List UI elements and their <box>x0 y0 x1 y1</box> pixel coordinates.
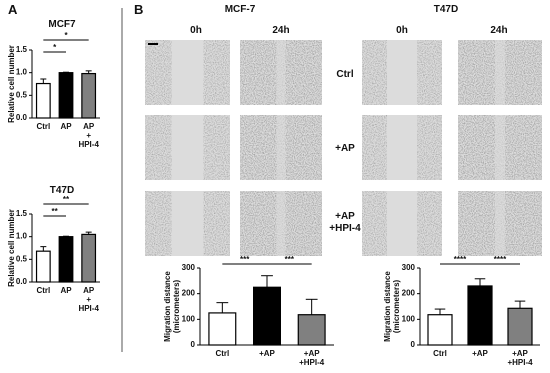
column-header: 0h <box>190 25 202 36</box>
y-tick-label: 100 <box>182 314 196 323</box>
bar <box>58 236 74 283</box>
cell-region <box>362 115 387 180</box>
y-tick-label: 0.5 <box>16 254 28 263</box>
y-tick-label: 1.0 <box>16 232 28 241</box>
row-label: +AP <box>335 143 355 154</box>
x-tick-label: +AP +HPI-4 <box>299 349 325 367</box>
x-tick-label: Ctrl <box>36 122 50 131</box>
cell-line-label: T47D <box>434 4 458 15</box>
row-label: +AP +HPI-4 <box>329 211 361 234</box>
column-header: 24h <box>490 25 507 36</box>
column-header: 0h <box>396 25 408 36</box>
bar <box>81 72 97 119</box>
significance-label: ** <box>52 207 59 216</box>
y-axis-label: Migration distance(micrometers) <box>163 271 181 342</box>
cell-region <box>417 40 442 105</box>
cell-region <box>145 191 172 256</box>
cell-region <box>458 115 542 180</box>
y-tick-label: 1.5 <box>16 209 28 218</box>
cell-region <box>240 191 322 256</box>
x-tick-label: AP <box>60 286 72 295</box>
cell-region <box>458 40 542 105</box>
y-tick-label: 0.0 <box>16 277 28 286</box>
cell-region <box>145 40 172 105</box>
cell-region <box>145 115 172 180</box>
bar <box>35 250 51 283</box>
y-axis-label: Relative cell number <box>7 45 16 123</box>
y-tick-label: 0 <box>411 340 416 349</box>
x-tick-label: +AP <box>259 349 275 358</box>
cell-line-label: MCF-7 <box>225 4 256 15</box>
y-tick-label: 200 <box>182 289 196 298</box>
panel-label: B <box>134 2 143 17</box>
y-tick-label: 100 <box>402 314 416 323</box>
x-tick-label: +AP +HPI-4 <box>507 349 533 367</box>
significance-label: **** <box>454 255 467 264</box>
significance-label: *** <box>285 255 295 264</box>
significance-label: *** <box>240 255 250 264</box>
bar <box>467 285 493 346</box>
row-label: Ctrl <box>336 69 353 80</box>
x-tick-label: AP <box>60 122 72 131</box>
bar <box>253 286 282 346</box>
y-tick-label: 300 <box>402 263 416 272</box>
cell-region <box>203 191 230 256</box>
chart-title: T47D <box>50 185 74 196</box>
x-tick-label: Ctrl <box>215 349 229 358</box>
x-tick-label: Ctrl <box>36 286 50 295</box>
bar <box>507 307 533 346</box>
bar <box>35 82 51 119</box>
y-tick-label: 1.0 <box>16 68 28 77</box>
y-tick-label: 200 <box>402 289 416 298</box>
bar <box>297 314 326 346</box>
cell-region <box>240 40 322 105</box>
y-tick-label: 0.5 <box>16 90 28 99</box>
x-tick-label: AP + HPI-4 <box>78 122 99 149</box>
cell-region <box>240 115 322 180</box>
cell-region <box>203 40 230 105</box>
x-tick-label: Ctrl <box>433 349 447 358</box>
y-tick-label: 300 <box>182 263 196 272</box>
cell-region <box>417 115 442 180</box>
x-tick-label: +AP <box>472 349 488 358</box>
y-axis-label: Relative cell number <box>7 209 16 287</box>
bar <box>58 72 74 119</box>
significance-label: ** <box>63 195 70 204</box>
y-tick-label: 0.0 <box>16 113 28 122</box>
column-header: 24h <box>272 25 289 36</box>
bar <box>81 233 97 283</box>
cell-region <box>458 191 542 256</box>
micrographs <box>145 40 542 256</box>
cell-region <box>203 115 230 180</box>
significance-label: * <box>64 31 68 40</box>
panel-label: A <box>8 2 18 17</box>
bar <box>208 312 237 346</box>
y-tick-label: 1.5 <box>16 45 28 54</box>
significance-label: **** <box>494 255 507 264</box>
bar <box>427 314 453 346</box>
y-axis-label: Migration distance(micrometers) <box>383 271 401 342</box>
y-tick-label: 0 <box>191 340 196 349</box>
cell-region <box>362 40 387 105</box>
x-tick-label: AP + HPI-4 <box>78 286 99 313</box>
significance-label: * <box>53 43 57 52</box>
cell-region <box>417 191 442 256</box>
chart-title: MCF7 <box>48 19 76 30</box>
cell-region <box>362 191 387 256</box>
